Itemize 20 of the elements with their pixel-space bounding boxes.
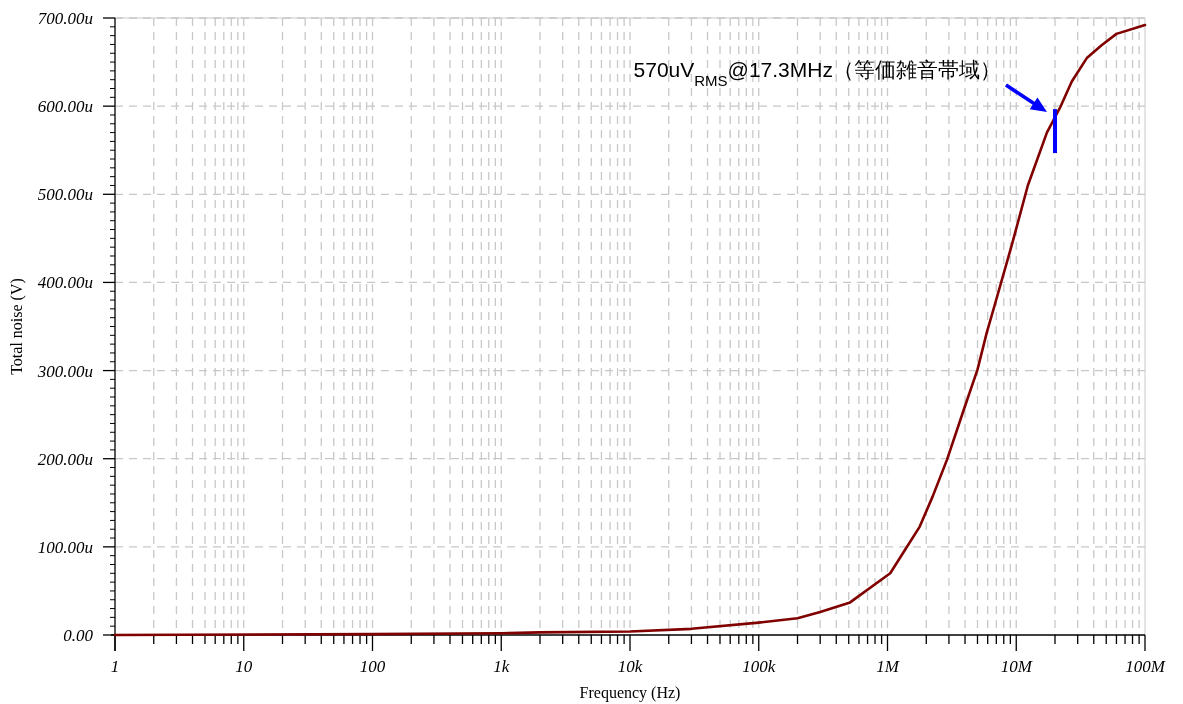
- x-tick-label: 100: [359, 657, 386, 676]
- x-tick-label: 1M: [876, 657, 900, 676]
- x-tick-label: 100k: [742, 657, 776, 676]
- y-axis-title: Total noise (V): [8, 278, 26, 375]
- y-tick-label: 100.00u: [37, 537, 93, 557]
- annotation: 570uV$_{RMS}$@17.3MHz（等価雑音帯域）: [633, 58, 1001, 89]
- y-tick-label: 200.00u: [37, 449, 93, 469]
- x-axis-title: Frequency (Hz): [579, 684, 681, 702]
- y-tick-label: 700.00u: [37, 9, 93, 28]
- x-tick-label: 10M: [1000, 657, 1033, 676]
- x-tick-label: 100M: [1125, 657, 1166, 676]
- y-tick-label: 600.00u: [37, 97, 93, 117]
- x-tick-label: 1: [110, 657, 120, 676]
- y-tick-label: 400.00u: [37, 273, 93, 293]
- y-tick-label: 500.00u: [37, 185, 93, 205]
- y-tick-label: 0.00: [63, 626, 94, 645]
- x-tick-label: 10k: [617, 657, 643, 676]
- x-tick-label: 1k: [493, 657, 510, 676]
- y-tick-label: 300.00u: [36, 361, 93, 381]
- x-tick-label: 10: [235, 657, 253, 676]
